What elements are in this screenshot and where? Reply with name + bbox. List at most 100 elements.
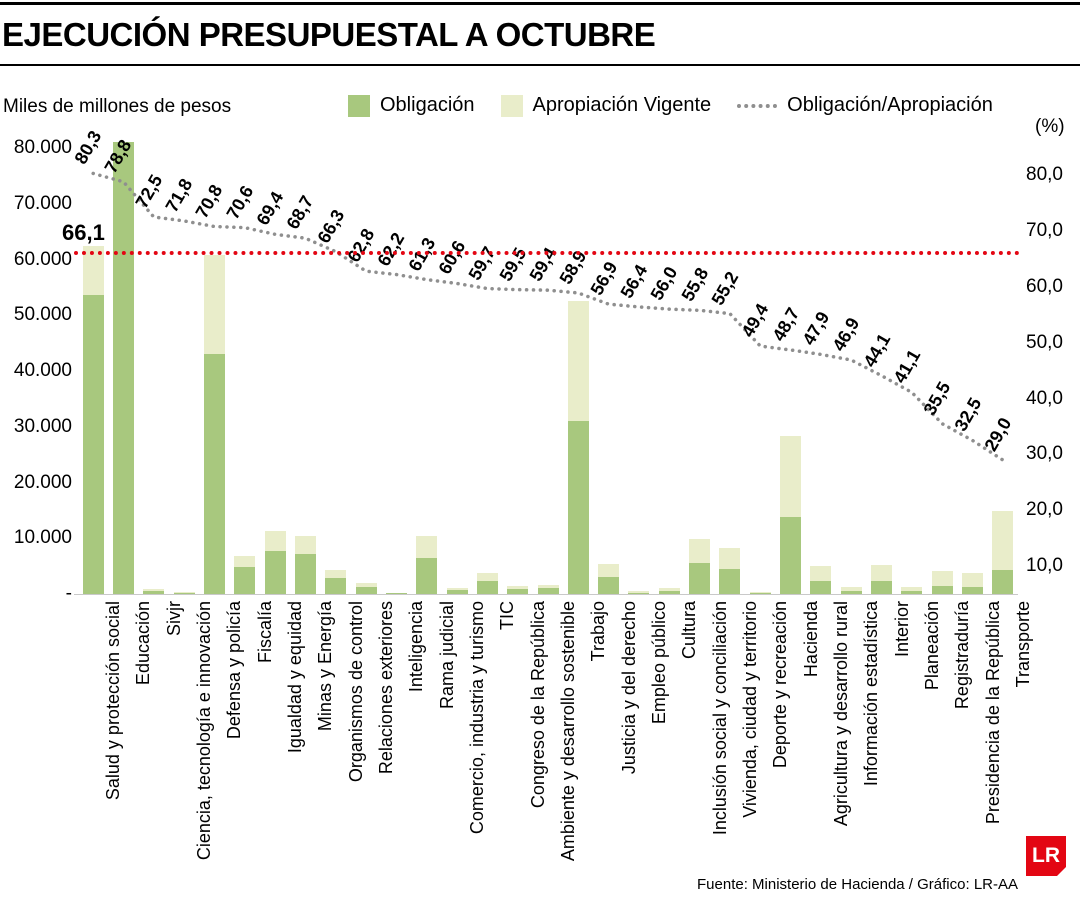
ratio-value-label: 46,9 <box>828 314 864 355</box>
legend-label-ratio: Obligación/Apropiación <box>787 94 993 116</box>
x-axis-label: Educación <box>133 601 154 686</box>
bar-obligacion <box>658 590 680 594</box>
ratio-value-label: 80,3 <box>70 127 106 168</box>
bar-obligacion <box>901 591 923 594</box>
x-axis-label: Comercio, industria y turismo <box>467 601 488 835</box>
bar-obligacion <box>749 592 771 594</box>
ratio-value-label: 68,7 <box>282 192 318 233</box>
reference-line-label: 66,1 <box>62 220 105 245</box>
ratio-value-label: 35,5 <box>919 377 955 419</box>
ratio-value-label: 29,0 <box>980 414 1016 455</box>
obligacion-swatch <box>348 94 370 117</box>
ratio-value-label: 60,6 <box>434 237 470 278</box>
ratio-value-label: 70,6 <box>222 181 258 223</box>
bar-obligacion <box>173 592 195 594</box>
bar-obligacion <box>234 567 256 594</box>
bar-obligacion <box>82 295 104 594</box>
legend-item-apropiacion: Apropiación Vigente <box>500 94 712 117</box>
y-axis-tick-right: 80,0 <box>1026 164 1063 186</box>
apropiacion-swatch <box>500 94 523 117</box>
x-axis-label: Cultura <box>679 601 700 660</box>
bar-obligacion <box>476 581 498 594</box>
bar-obligacion <box>416 558 438 594</box>
x-axis-label: Vivienda, ciudad y territorio <box>739 601 760 818</box>
bar-obligacion <box>689 563 711 594</box>
ratio-value-label: 71,8 <box>161 175 197 216</box>
x-axis-label: Inclusión social y conciliación <box>709 601 730 836</box>
ratio-value-label: 47,9 <box>798 308 834 349</box>
ratio-value-label: 55,8 <box>677 264 712 305</box>
right-axis-units-label: (%) <box>1035 116 1065 137</box>
y-axis-tick-left: 80.000 <box>13 137 72 158</box>
x-axis-label: Trabajo <box>588 601 609 662</box>
bar-obligacion <box>780 517 802 594</box>
x-axis-label: Información estadística <box>861 601 882 787</box>
bar-obligacion <box>719 568 741 594</box>
source-credit: Fuente: Ministerio de Hacienda / Gráfico… <box>697 876 1018 893</box>
legend-item-ratio: Obligación/Apropiación <box>737 94 993 117</box>
bar-obligacion <box>385 593 407 594</box>
ratio-value-label: 62,2 <box>373 228 409 270</box>
y-axis-tick-right: 60,0 <box>1026 275 1063 297</box>
x-axis-label: Deporte y recreación <box>770 601 791 769</box>
title-rule <box>0 64 1080 66</box>
ratio-value-label: 48,7 <box>768 304 803 345</box>
bar-obligacion <box>446 590 468 594</box>
x-axis-label: Interior <box>891 601 912 658</box>
bar-obligacion <box>537 588 559 594</box>
x-axis-label: Organismos de control <box>345 601 366 783</box>
bar-obligacion <box>871 581 893 594</box>
x-axis-label: Relaciones exteriores <box>376 601 397 775</box>
bar-obligacion <box>962 587 984 594</box>
x-axis-label: Ambiente y desarrollo sostenible <box>558 601 578 862</box>
bar-obligacion <box>992 570 1014 594</box>
x-axis-label: Planeación <box>921 601 942 691</box>
ratio-value-label: 66,3 <box>313 205 349 247</box>
y-axis-tick-left: 40.000 <box>13 360 72 381</box>
y-axis-tick-left: 20.000 <box>13 471 72 493</box>
x-axis-label: Fiscalía <box>254 601 275 664</box>
x-axis-label: Salud y protección social <box>103 601 124 801</box>
bar-obligacion <box>264 550 286 594</box>
bar-obligacion <box>355 587 377 594</box>
x-axis-label: Justicia y del derecho <box>618 601 639 775</box>
lr-logo: LR <box>1026 836 1066 876</box>
y-axis-tick-left: 30.000 <box>13 415 72 437</box>
x-axis-label: Rama judicial <box>436 601 457 710</box>
y-axis-tick-left: 10.000 <box>13 527 72 549</box>
x-axis-label: Presidencia de la República <box>982 601 1003 825</box>
ratio-value-label: 70,8 <box>191 180 227 221</box>
y-axis-tick-left: 50.000 <box>13 304 72 326</box>
legend-item-obligacion: Obligación <box>348 94 475 117</box>
y-axis-tick-right: 20,0 <box>1026 499 1063 521</box>
ratio-value-label: 49,4 <box>737 300 773 341</box>
x-axis-label: Defensa y policía <box>224 601 245 740</box>
bar-obligacion <box>810 580 832 594</box>
left-axis-units-label: Miles de millones de pesos <box>3 96 232 117</box>
top-rule <box>0 2 1080 5</box>
x-axis-label: Ciencia, tecnología e innovación <box>194 601 215 861</box>
x-axis-label: Sivjr <box>163 601 184 636</box>
bar-obligacion <box>931 585 953 594</box>
ratio-value-label: 55,2 <box>707 267 743 309</box>
x-axis-label: Inteligencia <box>406 601 427 693</box>
ratio-value-label: 32,5 <box>950 394 985 435</box>
ratio-value-label: 56,0 <box>646 263 682 304</box>
bar-apropiacion <box>840 586 862 594</box>
bar-obligacion <box>567 421 589 594</box>
x-axis-line <box>74 594 1018 595</box>
y-axis-tick-right: 70,0 <box>1026 219 1063 241</box>
bar-apropiacion <box>901 587 923 594</box>
ratio-value-label: 41,1 <box>889 346 925 387</box>
legend-label-apropiacion: Apropiación Vigente <box>532 94 712 116</box>
bar-obligacion <box>112 142 134 594</box>
x-axis-label: TIC <box>497 601 518 630</box>
reference-line <box>74 250 1020 255</box>
x-axis-label: Minas y Energía <box>315 601 336 732</box>
y-axis-tick-left: 70.000 <box>13 192 72 214</box>
y-axis-tick-right: 10,0 <box>1026 555 1063 577</box>
y-axis-tick-left: - <box>65 583 72 604</box>
bar-obligacion <box>325 577 347 594</box>
bar-obligacion <box>628 592 650 594</box>
